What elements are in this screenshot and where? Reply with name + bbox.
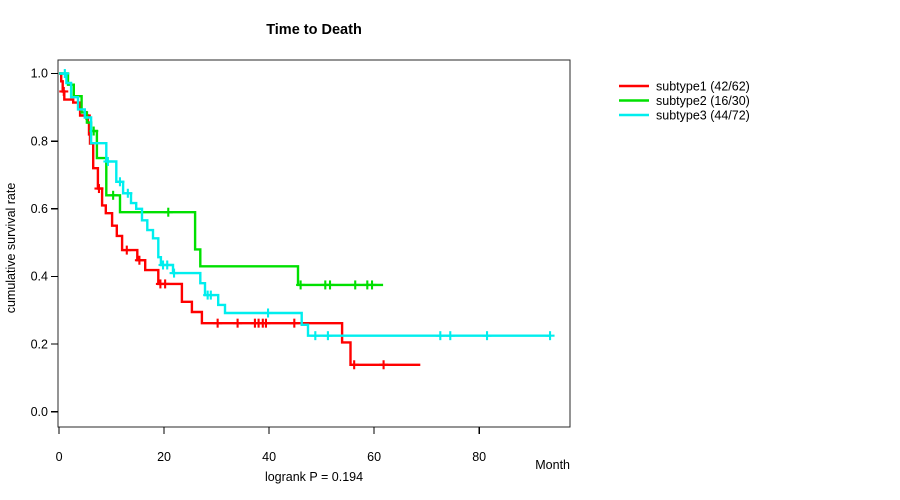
censor-mark-subtype3: [310, 331, 320, 341]
x-tick-label: 20: [157, 450, 171, 464]
censor-mark-subtype1: [122, 245, 132, 255]
x-axis-ticks: 0 20 40 60 80: [56, 427, 486, 464]
censor-mark-subtype1: [289, 318, 299, 328]
plot-box: [57, 59, 571, 428]
y-tick-label: 0.0: [31, 405, 48, 419]
y-axis-ticks: 0.0 0.2 0.4 0.6 0.8 1.0: [31, 67, 58, 419]
censor-mark-subtype1: [94, 184, 104, 194]
legend-label-subtype2: subtype2 (16/30): [656, 94, 750, 108]
censor-mark-subtype3: [115, 177, 125, 187]
censor-mark-subtype2: [367, 280, 377, 290]
censor-mark-subtype3: [263, 308, 273, 318]
x-tick-label: 0: [56, 450, 63, 464]
censor-mark-subtype2: [296, 280, 306, 290]
censor-mark-subtype3: [162, 260, 172, 270]
censor-mark-subtype3: [206, 290, 216, 300]
x-tick-label: 60: [367, 450, 381, 464]
censor-mark-subtype2: [350, 280, 360, 290]
y-axis-label: cumulative survival rate: [4, 183, 18, 314]
censor-mark-subtype2: [325, 280, 335, 290]
censor-mark-subtype3: [123, 188, 133, 198]
censor-mark-subtype1: [349, 360, 359, 370]
censor-mark-subtype1: [233, 318, 243, 328]
x-tick-label: 80: [472, 450, 486, 464]
y-tick-label: 0.6: [31, 202, 48, 216]
survival-curves: [59, 69, 555, 370]
censor-mark-subtype1: [213, 318, 223, 328]
censor-mark-subtype1: [59, 86, 69, 96]
censor-mark-subtype3: [445, 331, 455, 341]
chart-title: Time to Death: [266, 22, 362, 38]
y-tick-label: 1.0: [31, 67, 48, 81]
censor-mark-subtype2: [163, 207, 173, 217]
x-tick-label: 40: [262, 450, 276, 464]
x-axis-label: Month: [535, 458, 570, 472]
censor-mark-subtype3: [435, 331, 445, 341]
censor-mark-subtype2: [108, 190, 118, 200]
legend: subtype1 (42/62)subtype2 (16/30)subtype3…: [619, 79, 750, 122]
censor-mark-subtype3: [323, 331, 333, 341]
y-tick-label: 0.2: [31, 337, 48, 351]
censor-mark-subtype1: [261, 318, 271, 328]
legend-label-subtype1: subtype1 (42/62): [656, 79, 750, 93]
curve-subtype2: [59, 72, 384, 287]
curve-subtype1: [59, 72, 421, 366]
censor-mark-subtype1: [379, 360, 389, 370]
censor-mark-subtype3: [169, 268, 179, 278]
y-tick-label: 0.4: [31, 270, 48, 284]
logrank-note: logrank P = 0.194: [265, 470, 363, 484]
legend-label-subtype3: subtype3 (44/72): [656, 108, 750, 122]
censor-mark-subtype3: [482, 331, 492, 341]
censor-mark-subtype1: [134, 255, 144, 265]
censor-mark-subtype3: [60, 69, 70, 79]
y-tick-label: 0.8: [31, 134, 48, 148]
censor-mark-subtype3: [545, 331, 555, 341]
censor-mark-subtype3: [103, 156, 113, 166]
censor-mark-subtype1: [160, 279, 170, 289]
curve-subtype3: [59, 72, 550, 337]
